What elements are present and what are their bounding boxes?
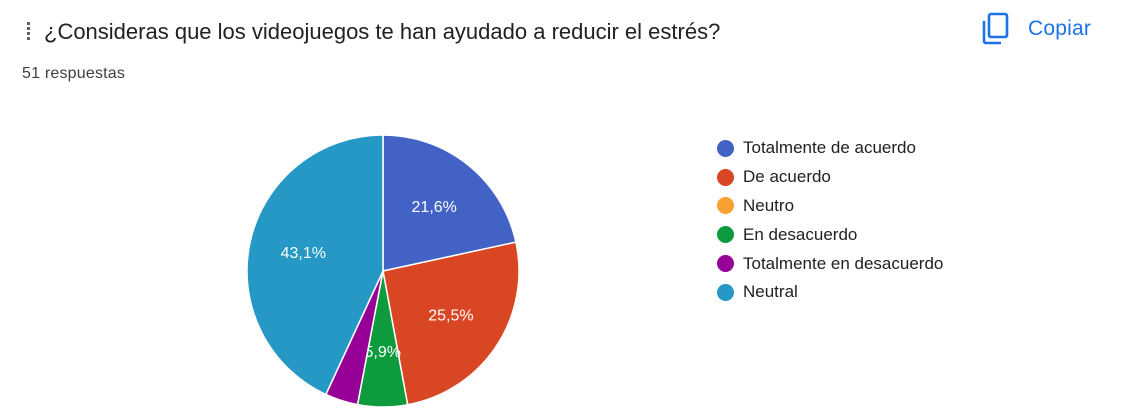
legend-label-1: De acuerdo [743, 167, 831, 187]
slice-label-5: 43,1% [281, 245, 326, 262]
copy-label: Copiar [1028, 17, 1092, 40]
chart-legend: Totalmente de acuerdo De acuerdo Neutro En … [717, 134, 943, 307]
legend-label-2: Neutro [743, 195, 795, 215]
legend-swatch-2 [717, 197, 734, 215]
legend-item-5: Neutral [717, 278, 943, 307]
legend-item-3: En desacuerdo [717, 220, 943, 249]
legend-item-2: Neutro [717, 192, 943, 221]
legend-label-0: Totalmente de acuerdo [743, 138, 916, 158]
slice-label-1: 25,5% [428, 308, 473, 325]
legend-swatch-0 [717, 139, 734, 157]
legend-label-3: En desacuerdo [743, 224, 858, 244]
pie-slice-5[interactable] [246, 134, 384, 396]
legend-swatch-1 [717, 168, 734, 186]
legend-label-4: Totalmente en desacuerdo [743, 253, 944, 273]
legend-label-5: Neutral [743, 282, 798, 302]
copy-icon [982, 12, 1009, 45]
legend-swatch-4 [717, 255, 734, 273]
slice-label-3: 5,9% [365, 344, 401, 361]
legend-item-0: Totalmente de acuerdo [717, 134, 943, 163]
response-count: 51 respuestas [22, 65, 126, 82]
drag-handle-icon[interactable] [24, 22, 34, 44]
question-title: ¿Consideras que los videojuegos te han a… [44, 19, 721, 44]
slice-label-0: 21,6% [412, 199, 457, 216]
legend-item-1: De acuerdo [717, 163, 943, 192]
legend-swatch-5 [717, 283, 734, 301]
copy-button[interactable]: Copiar [980, 10, 1105, 48]
pie-slice-1[interactable] [382, 241, 520, 406]
legend-swatch-3 [717, 226, 734, 244]
pie-slice-0[interactable] [382, 134, 517, 272]
legend-item-4: Totalmente en desacuerdo [717, 249, 943, 278]
